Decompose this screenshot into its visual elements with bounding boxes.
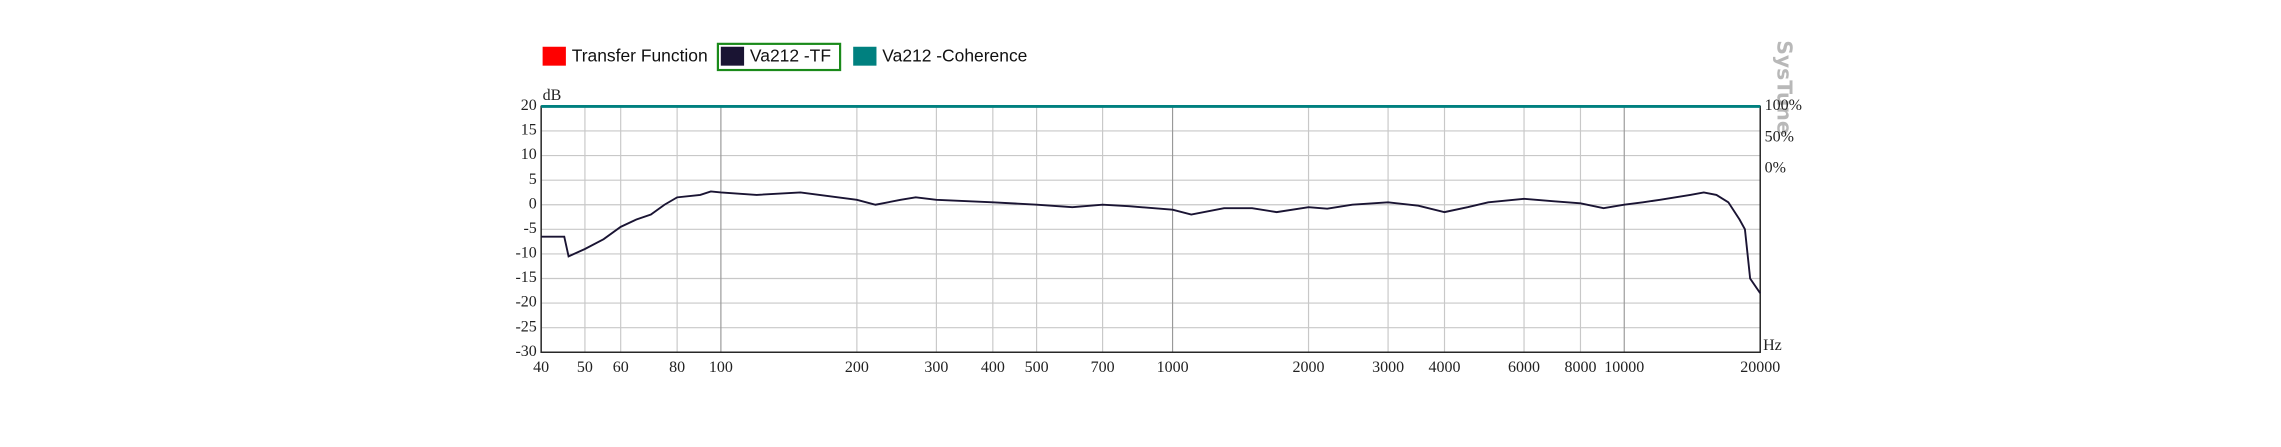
x-tick-label: 700: [1091, 359, 1115, 376]
legend-label: Va212 -Coherence: [882, 46, 1027, 66]
x-axis-label: Hz: [1763, 337, 1782, 354]
y-tick-label: -15: [515, 269, 536, 286]
x-tick-label: 200: [845, 359, 869, 376]
x-tick-label: 6000: [1508, 359, 1540, 376]
legend-item: Transfer Function: [542, 46, 708, 66]
x-tick-label: 400: [981, 359, 1005, 376]
y-tick-label: 10: [521, 146, 537, 163]
legend-item: Va212 -TF: [716, 42, 842, 72]
watermark: SysTune: [1772, 40, 1796, 135]
x-tick-label: 1000: [1157, 359, 1189, 376]
y2-tick-label: 0%: [1765, 160, 1786, 177]
x-tick-label: 2000: [1293, 359, 1325, 376]
x-tick-label: 3000: [1372, 359, 1404, 376]
y-tick-label: 20: [521, 97, 537, 114]
y-tick-label: -25: [515, 318, 536, 335]
x-tick-label: 60: [613, 359, 629, 376]
legend-label: Transfer Function: [572, 46, 708, 66]
x-tick-label: 50: [577, 359, 593, 376]
x-tick-label: 500: [1025, 359, 1049, 376]
legend-swatch: [542, 46, 566, 66]
x-tick-label: 300: [924, 359, 948, 376]
legend-swatch: [853, 46, 877, 66]
x-tick-label: 4000: [1429, 359, 1461, 376]
y2-tick-label: 100%: [1765, 97, 1802, 114]
x-tick-label: 40: [533, 359, 549, 376]
y-tick-label: 5: [529, 171, 537, 188]
series-line: [541, 190, 1761, 294]
y-tick-label: 0: [529, 195, 537, 212]
y-tick-label: 15: [521, 122, 537, 139]
x-tick-label: 80: [669, 359, 685, 376]
x-tick-label: 10000: [1604, 359, 1644, 376]
x-tick-label: 100: [709, 359, 733, 376]
y-axis-label: dB: [543, 87, 562, 104]
legend-swatch: [720, 46, 745, 66]
legend-item: Va212 -Coherence: [853, 46, 1027, 66]
y2-tick-label: 50%: [1765, 128, 1794, 145]
y-tick-label: -10: [515, 245, 536, 262]
legend-frame: [716, 42, 842, 72]
y-tick-label: -5: [523, 220, 536, 237]
x-tick-label: 20000: [1740, 359, 1780, 376]
legend-label: Va212 -TF: [750, 46, 831, 66]
y-tick-label: -20: [515, 294, 536, 311]
x-tick-label: 8000: [1564, 359, 1596, 376]
y-tick-label: -30: [515, 343, 536, 360]
